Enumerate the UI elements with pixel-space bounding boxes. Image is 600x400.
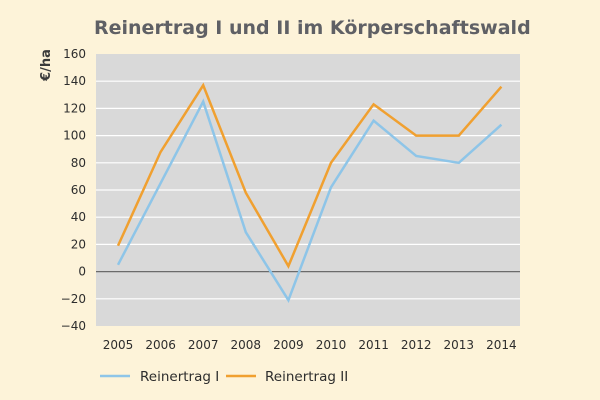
series-line-reinertrag-ii (116, 82, 503, 269)
y-tick-label: 160 (63, 47, 86, 61)
y-tick-label: 120 (63, 101, 86, 115)
x-tick-label: 2008 (231, 338, 262, 352)
x-tick-label: 2014 (486, 338, 517, 352)
x-tick-label: 2013 (444, 338, 475, 352)
series-lines (116, 82, 503, 303)
x-tick-labels: 2005 2006 2007 2008 2009 2010 2011 2012 2013 2014 (103, 338, 517, 352)
legend-label-reinertrag-ii: Reinertrag II (265, 369, 348, 385)
y-tick-label: 20 (71, 237, 86, 251)
legend: Reinertrag I Reinertrag II (100, 369, 348, 385)
y-tick-label: −20 (61, 292, 86, 306)
x-tick-label: 2006 (145, 338, 176, 352)
y-tick-label: −40 (61, 319, 86, 333)
x-tick-label: 2009 (273, 338, 304, 352)
y-tick-label: 100 (63, 129, 86, 143)
y-axis-label: €/ha (39, 49, 54, 82)
x-tick-label: 2007 (188, 338, 219, 352)
chart-title: Reinertrag I und II im Körperschaftswald (94, 17, 531, 39)
y-tick-labels: −40 −20 0 20 40 60 80 100 120 140 160 (61, 47, 86, 333)
legend-label-reinertrag-i: Reinertrag I (140, 369, 219, 385)
y-tick-label: 40 (71, 210, 86, 224)
y-tick-label: 60 (71, 183, 86, 197)
y-tick-label: 0 (78, 265, 86, 279)
x-tick-label: 2011 (358, 338, 389, 352)
y-tick-label: 80 (71, 156, 86, 170)
x-tick-label: 2005 (103, 338, 134, 352)
y-tick-label: 140 (63, 74, 86, 88)
series-line-reinertrag-i (116, 98, 503, 303)
x-tick-label: 2010 (316, 338, 347, 352)
x-tick-label: 2012 (401, 338, 432, 352)
